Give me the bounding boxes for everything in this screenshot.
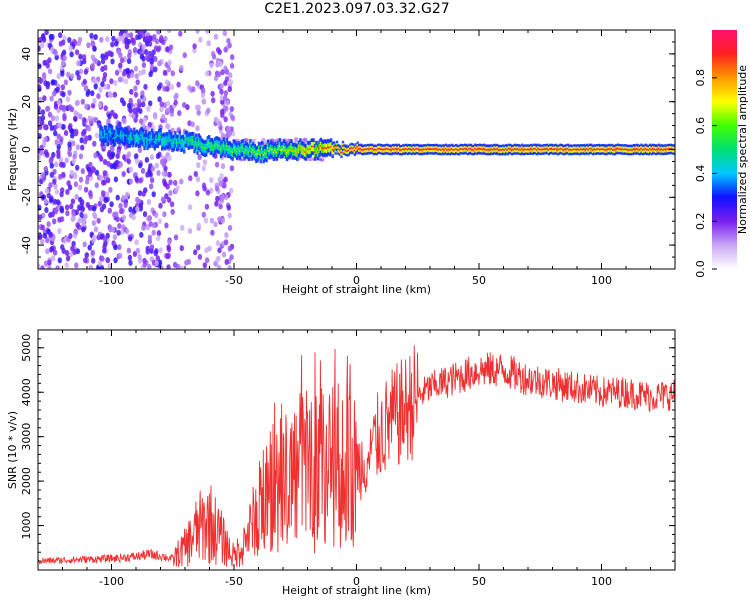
snr-xtick-label: 100 (591, 575, 612, 588)
heatmap-xtick-label: -100 (99, 274, 124, 287)
snr-xtick-label: -50 (225, 575, 243, 588)
heatmap-xlabel: Height of straight line (km) (282, 283, 431, 296)
colorbar-tick-label: 0.2 (694, 212, 707, 230)
snr-ytick-label: 4000 (20, 378, 33, 406)
colorbar-label: Normalized spectral amplitude (736, 65, 749, 234)
heatmap-ytick-label: -40 (20, 236, 33, 254)
heatmap-ytick-label: 40 (20, 47, 33, 61)
spectrogram-ridge (99, 123, 675, 164)
heatmap-xtick-label: 100 (591, 274, 612, 287)
snr-xtick-label: -100 (99, 575, 124, 588)
snr-ytick-label: 5000 (20, 334, 33, 362)
snr-ytick-label: 3000 (20, 423, 33, 451)
heatmap-xtick-label: 50 (472, 274, 486, 287)
snr-ytick-label: 1000 (20, 512, 33, 540)
heatmap-ytick-label: 0 (20, 146, 33, 153)
figure-title: C2E1.2023.097.03.32.G27 (264, 1, 450, 17)
colorbar-tick-label: 0.8 (694, 69, 707, 87)
heatmap-xtick-label: 0 (353, 274, 360, 287)
colorbar-tick-label: 0.4 (694, 165, 707, 183)
snr-series-line (38, 345, 675, 568)
colorbar-tick-label: 0.6 (694, 117, 707, 135)
snr-xlabel: Height of straight line (km) (282, 584, 431, 597)
heatmap-xtick-label: -50 (225, 274, 243, 287)
snr-ylabel: SNR (10 * v/v) (6, 411, 19, 489)
heatmap-ytick-label: -20 (20, 188, 33, 206)
spectrogram-area (38, 30, 675, 269)
colorbar (712, 30, 737, 269)
heatmap-ylabel: Frequency (Hz) (6, 108, 19, 191)
snr-xtick-label: 50 (472, 575, 486, 588)
snr-ytick-label: 2000 (20, 467, 33, 495)
heatmap-ytick-label: 20 (20, 95, 33, 109)
colorbar-tick-label: 0.0 (694, 260, 707, 278)
snr-xtick-label: 0 (353, 575, 360, 588)
